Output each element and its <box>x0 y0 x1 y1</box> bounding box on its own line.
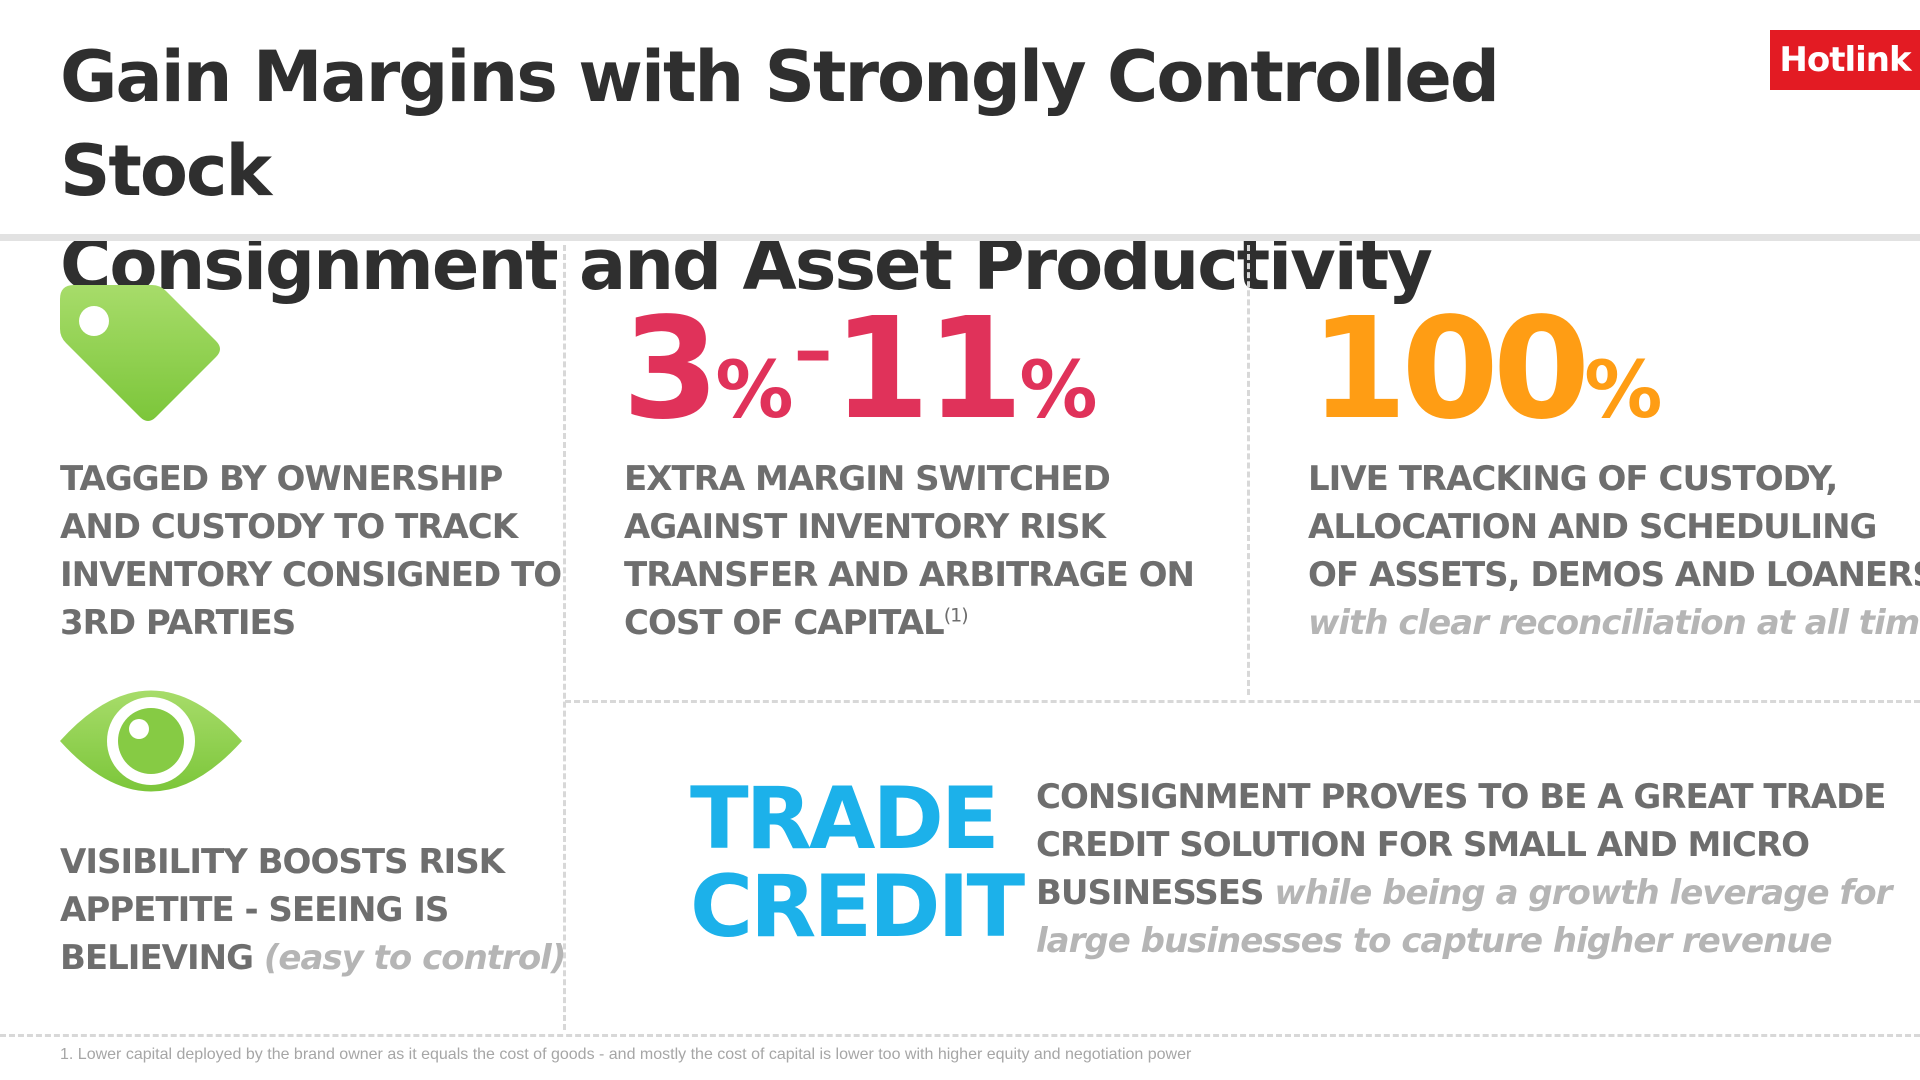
margin-caption-line: TRANSFER AND ARBITRAGE ON <box>624 555 1195 595</box>
margin-caption-line: AGAINST INVENTORY RISK <box>624 507 1106 547</box>
margin-caption-last-line: COST OF CAPITAL(1) <box>624 599 1194 647</box>
margin-stat-high: 11 <box>832 288 1024 451</box>
tracking-caption-muted: with clear reconciliation at all times <box>1308 603 1920 643</box>
divider-horizontal-bottom <box>0 1034 1920 1037</box>
hotlink-logo: Hotlink <box>1770 30 1920 90</box>
trade-caption-line-3: BUSINESSES while being a growth leverage… <box>1036 869 1892 917</box>
divider-vertical-left <box>563 245 566 1030</box>
trade-heading-line-1: TRADE <box>690 769 1000 869</box>
eye-caption-line: APPETITE - SEEING IS <box>60 890 449 930</box>
trade-caption-line: CONSIGNMENT PROVES TO BE A GREAT TRADE <box>1036 777 1887 817</box>
margin-stat: 3%–11% <box>622 300 1098 440</box>
price-tag-icon <box>60 285 225 455</box>
tracking-stat: 100% <box>1310 300 1662 440</box>
page-title: Gain Margins with Strongly Controlled St… <box>60 30 1660 312</box>
margin-caption: EXTRA MARGIN SWITCHED AGAINST INVENTORY … <box>624 455 1195 647</box>
margin-stat-low-unit: % <box>715 346 794 436</box>
trade-heading-line-2: CREDIT <box>690 857 1025 957</box>
eye-caption: VISIBILITY BOOSTS RISK APPETITE - SEEING… <box>60 838 567 982</box>
margin-stat-low: 3 <box>622 288 719 451</box>
tracking-stat-value: 100 <box>1310 288 1590 451</box>
trade-caption-bold: BUSINESSES <box>1036 873 1265 913</box>
tracking-caption-line: ALLOCATION AND SCHEDULING <box>1308 507 1877 547</box>
tag-caption-line: AND CUSTODY TO TRACK <box>60 507 518 547</box>
eye-icon <box>60 680 242 807</box>
tracking-caption-line: LIVE TRACKING OF CUSTODY, <box>1308 459 1838 499</box>
eye-caption-muted: (easy to control) <box>263 938 567 978</box>
tracking-stat-unit: % <box>1584 346 1663 436</box>
tracking-caption-line: OF ASSETS, DEMOS AND LOANERS <box>1308 555 1920 595</box>
trade-credit-caption: CONSIGNMENT PROVES TO BE A GREAT TRADE C… <box>1036 773 1892 965</box>
tag-caption: TAGGED BY OWNERSHIP AND CUSTODY TO TRACK… <box>60 455 562 647</box>
tag-caption-line: 3RD PARTIES <box>60 603 296 643</box>
title-divider <box>0 234 1920 241</box>
eye-caption-last-line: BELIEVING (easy to control) <box>60 934 567 982</box>
tag-caption-line: INVENTORY CONSIGNED TO <box>60 555 562 595</box>
title-line-1: Gain Margins with Strongly Controlled St… <box>60 36 1500 212</box>
footnote: 1. Lower capital deployed by the brand o… <box>60 1046 1192 1063</box>
tracking-caption: LIVE TRACKING OF CUSTODY, ALLOCATION AND… <box>1308 455 1920 647</box>
trade-caption-line: CREDIT SOLUTION FOR SMALL AND MICRO <box>1036 825 1810 865</box>
margin-stat-high-unit: % <box>1019 346 1098 436</box>
trade-caption-muted-line: large businesses to capture higher reven… <box>1036 921 1833 961</box>
trade-caption-muted: while being a growth leverage for <box>1274 873 1892 913</box>
divider-horizontal-middle <box>565 700 1920 703</box>
eye-caption-line: VISIBILITY BOOSTS RISK <box>60 842 505 882</box>
margin-caption-line: COST OF CAPITAL <box>624 603 945 643</box>
margin-stat-dash: – <box>793 306 833 396</box>
trade-credit-heading: TRADE CREDIT <box>690 769 1025 957</box>
margin-caption-line: EXTRA MARGIN SWITCHED <box>624 459 1111 499</box>
eye-caption-line: BELIEVING <box>60 938 254 978</box>
divider-vertical-right <box>1247 245 1250 695</box>
tag-caption-line: TAGGED BY OWNERSHIP <box>60 459 503 499</box>
footnote-reference: (1) <box>943 604 969 627</box>
